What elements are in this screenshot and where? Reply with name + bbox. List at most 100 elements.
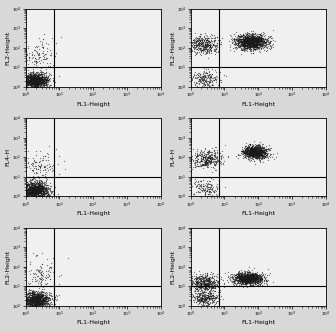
Point [253, 149, 258, 154]
Point [30, 296, 35, 301]
Point [247, 279, 252, 285]
Point [202, 283, 208, 288]
Point [35, 188, 41, 194]
Point [44, 291, 49, 296]
Point [253, 41, 259, 46]
Point [196, 41, 201, 47]
Point [38, 71, 44, 76]
Point [234, 277, 239, 283]
Point [244, 35, 250, 41]
Point [189, 33, 194, 38]
Point [39, 186, 45, 192]
Point [259, 153, 264, 158]
Point [207, 184, 213, 189]
Point [52, 302, 58, 307]
Point [26, 78, 31, 84]
Point [204, 78, 209, 84]
Point [247, 276, 253, 281]
Point [240, 278, 246, 283]
Point [204, 277, 210, 282]
Point [34, 293, 40, 298]
Point [255, 39, 260, 45]
Point [253, 154, 259, 159]
Point [196, 189, 201, 194]
Point [237, 273, 242, 279]
Point [34, 299, 40, 304]
Point [241, 275, 247, 280]
Point [245, 147, 251, 152]
Point [251, 150, 257, 155]
Point [195, 150, 200, 156]
Point [23, 297, 28, 302]
Point [203, 276, 208, 281]
Point [43, 295, 48, 301]
Point [211, 273, 217, 279]
Point [242, 275, 248, 281]
Point [256, 273, 262, 278]
Point [207, 157, 212, 163]
Point [232, 273, 237, 279]
Point [250, 36, 255, 41]
Point [235, 156, 241, 161]
Point [248, 40, 253, 45]
Point [243, 271, 248, 276]
Point [202, 78, 207, 83]
Point [204, 159, 209, 165]
Point [243, 42, 248, 47]
Point [241, 47, 246, 52]
Point [203, 158, 208, 163]
Point [239, 151, 244, 156]
Point [257, 152, 262, 157]
Point [40, 295, 45, 301]
Point [196, 81, 202, 86]
Point [25, 188, 30, 193]
Point [247, 148, 252, 154]
Point [193, 276, 198, 281]
Point [251, 36, 256, 41]
Point [241, 40, 246, 45]
Point [35, 182, 40, 187]
Point [248, 36, 254, 41]
Point [250, 278, 255, 283]
Point [30, 302, 35, 307]
Point [29, 74, 34, 79]
Point [262, 36, 268, 42]
Point [43, 184, 48, 189]
Point [243, 149, 249, 154]
Point [257, 148, 263, 154]
Point [244, 32, 249, 37]
Point [248, 271, 254, 277]
Point [37, 296, 42, 301]
Point [37, 189, 43, 194]
Point [254, 145, 260, 150]
Point [38, 78, 43, 83]
Point [246, 265, 252, 270]
Point [251, 152, 256, 157]
Point [34, 189, 39, 195]
Point [35, 296, 40, 301]
Point [201, 44, 206, 49]
Point [33, 78, 38, 84]
Point [254, 275, 260, 280]
Point [259, 141, 264, 147]
Point [32, 302, 38, 307]
Point [237, 276, 243, 282]
Point [42, 301, 47, 306]
Point [39, 294, 44, 300]
Point [248, 272, 253, 278]
Point [253, 148, 259, 153]
Point [30, 77, 36, 83]
Point [45, 63, 51, 69]
Point [246, 150, 251, 156]
Point [38, 148, 43, 153]
Point [202, 295, 208, 301]
Point [37, 178, 42, 183]
Point [207, 47, 212, 52]
Point [33, 185, 39, 191]
Point [204, 276, 209, 282]
Point [238, 278, 243, 284]
Point [28, 189, 34, 194]
Point [255, 39, 260, 45]
Point [46, 301, 51, 306]
Point [205, 193, 211, 198]
